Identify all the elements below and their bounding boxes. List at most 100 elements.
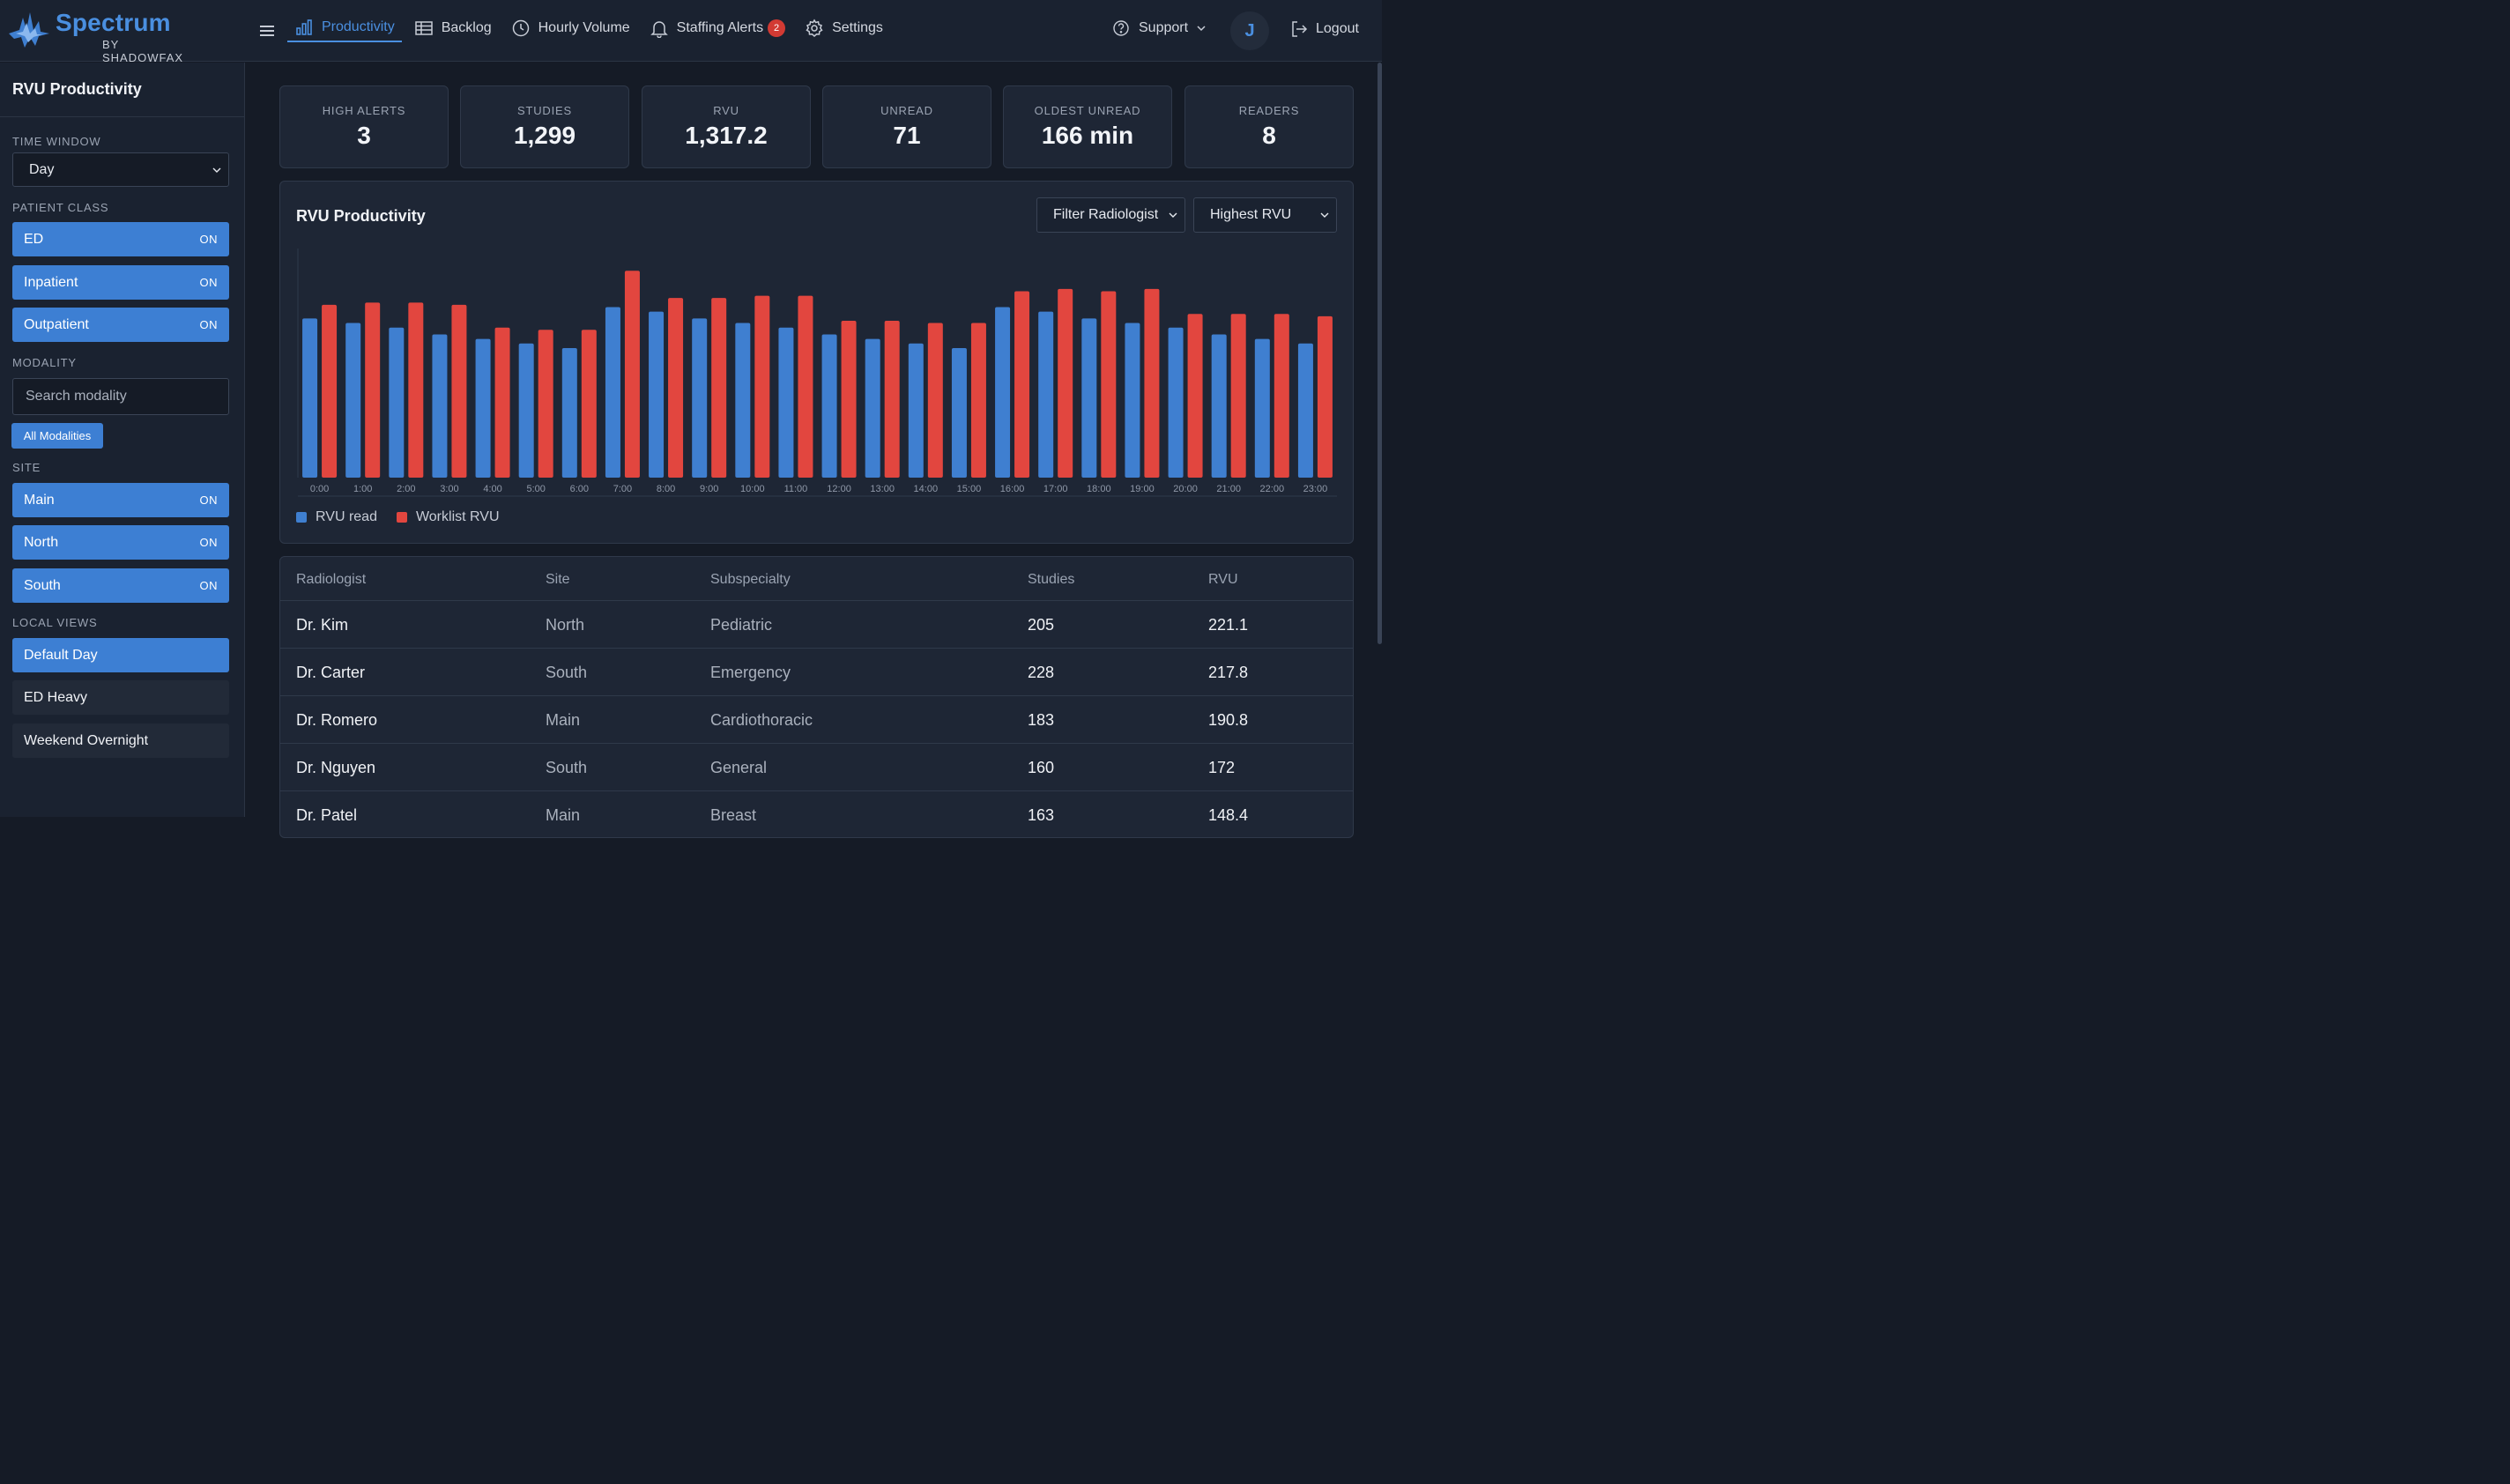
- nav-label: Productivity: [322, 19, 395, 34]
- modality-search-input[interactable]: [12, 378, 229, 415]
- bar-rvu-read[interactable]: [692, 318, 708, 478]
- bar-worklist-rvu[interactable]: [1274, 314, 1289, 478]
- bar-worklist-rvu[interactable]: [451, 304, 467, 478]
- bar-worklist-rvu[interactable]: [884, 320, 900, 478]
- table-row[interactable]: Dr. Kim North Pediatric 205 221.1: [280, 600, 1353, 648]
- cell-site: South: [546, 664, 588, 681]
- bar-worklist-rvu[interactable]: [494, 327, 510, 478]
- bar-worklist-rvu[interactable]: [1101, 291, 1117, 478]
- bar-rvu-read[interactable]: [345, 323, 361, 478]
- bar-worklist-rvu[interactable]: [538, 330, 553, 478]
- x-tick-label: 2:00: [397, 484, 415, 494]
- bar-worklist-rvu[interactable]: [1058, 288, 1073, 478]
- x-tick-label: 8:00: [657, 484, 675, 494]
- bar-rvu-read[interactable]: [649, 311, 665, 478]
- bar-worklist-rvu[interactable]: [1014, 291, 1030, 478]
- bar-rvu-read[interactable]: [1211, 334, 1227, 478]
- bar-rvu-read[interactable]: [821, 334, 837, 478]
- patient-class-outpatient-toggle[interactable]: Outpatient ON: [12, 308, 229, 342]
- bar-rvu-read[interactable]: [605, 307, 620, 479]
- bar-rvu-read[interactable]: [432, 334, 448, 478]
- nav-staffing-alerts[interactable]: Staffing Alerts 2: [642, 14, 792, 42]
- bar-worklist-rvu[interactable]: [841, 320, 857, 478]
- nav-label: Backlog: [441, 20, 492, 35]
- bar-rvu-read[interactable]: [561, 347, 577, 478]
- bar-worklist-rvu[interactable]: [668, 298, 684, 478]
- bar-worklist-rvu[interactable]: [927, 323, 943, 478]
- table-row[interactable]: Dr. Carter South Emergency 228 217.8: [280, 648, 1353, 695]
- time-window-value: Day: [29, 161, 55, 177]
- filter-radiologist-select[interactable]: Filter Radiologist: [1036, 197, 1185, 233]
- all-modalities-chip[interactable]: All Modalities: [11, 423, 103, 449]
- bar-rvu-read[interactable]: [1125, 323, 1140, 478]
- toggle-state: ON: [199, 318, 218, 331]
- bar-worklist-rvu[interactable]: [754, 295, 770, 478]
- header-site[interactable]: Site: [546, 572, 570, 587]
- table-row[interactable]: Dr. Nguyen South General 160 172: [280, 743, 1353, 790]
- bar-rvu-read[interactable]: [1081, 318, 1097, 478]
- nav-hourly-volume[interactable]: Hourly Volume: [504, 14, 637, 42]
- bar-worklist-rvu[interactable]: [1317, 315, 1333, 478]
- patient-class-inpatient-toggle[interactable]: Inpatient ON: [12, 265, 229, 300]
- x-tick-label: 9:00: [700, 484, 718, 494]
- nav-backlog[interactable]: Backlog: [407, 14, 499, 42]
- bar-worklist-rvu[interactable]: [798, 295, 813, 478]
- site-north-toggle[interactable]: North ON: [12, 525, 229, 560]
- bar-rvu-read[interactable]: [865, 338, 880, 478]
- nav-settings[interactable]: Settings: [798, 14, 890, 42]
- sidebar: RVU Productivity TIME WINDOW Day PATIENT…: [0, 63, 245, 817]
- header-rvu[interactable]: RVU: [1208, 572, 1238, 587]
- page-scrollbar[interactable]: [1378, 63, 1382, 644]
- bar-rvu-read[interactable]: [389, 327, 405, 478]
- bar-worklist-rvu[interactable]: [408, 302, 424, 478]
- bar-rvu-read[interactable]: [995, 307, 1011, 479]
- bar-rvu-read[interactable]: [1297, 343, 1313, 478]
- logout-button[interactable]: Logout: [1289, 19, 1359, 39]
- time-window-select[interactable]: Day: [12, 152, 229, 187]
- brand-logo[interactable]: Spectrum BY SHADOWFAX: [9, 9, 203, 64]
- bar-worklist-rvu[interactable]: [1187, 314, 1203, 478]
- cell-subspecialty: Cardiothoracic: [710, 711, 813, 729]
- table-row[interactable]: Dr. Romero Main Cardiothoracic 183 190.8: [280, 695, 1353, 743]
- cell-radiologist: Dr. Romero: [296, 711, 378, 729]
- bar-rvu-read[interactable]: [1168, 327, 1184, 478]
- bar-worklist-rvu[interactable]: [1230, 314, 1246, 478]
- bar-rvu-read[interactable]: [518, 343, 534, 478]
- header-studies[interactable]: Studies: [1028, 572, 1075, 587]
- bar-rvu-read[interactable]: [908, 343, 924, 478]
- user-avatar[interactable]: J: [1230, 11, 1269, 50]
- table-row[interactable]: Dr. Patel Main Breast 163 148.4: [280, 790, 1353, 837]
- view-ed-heavy[interactable]: ED Heavy: [12, 680, 229, 715]
- toggle-label: Main: [24, 492, 55, 508]
- site-south-toggle[interactable]: South ON: [12, 568, 229, 603]
- toggle-label: ED: [24, 231, 44, 247]
- hamburger-menu-icon[interactable]: [256, 19, 278, 42]
- radiologist-table: Radiologist Site Subspecialty Studies RV…: [279, 556, 1354, 838]
- bar-worklist-rvu[interactable]: [1144, 288, 1160, 478]
- nav-productivity[interactable]: Productivity: [287, 14, 402, 42]
- bar-worklist-rvu[interactable]: [711, 298, 727, 478]
- support-menu[interactable]: Support: [1112, 19, 1207, 37]
- bar-worklist-rvu[interactable]: [581, 330, 597, 478]
- bar-rvu-read[interactable]: [778, 327, 794, 478]
- sort-select[interactable]: Highest RVU: [1193, 197, 1337, 233]
- bar-rvu-read[interactable]: [1254, 338, 1270, 478]
- header-subspecialty[interactable]: Subspecialty: [710, 572, 791, 587]
- bar-rvu-read[interactable]: [475, 338, 491, 478]
- bar-worklist-rvu[interactable]: [365, 302, 381, 478]
- bar-worklist-rvu[interactable]: [970, 323, 986, 478]
- bar-rvu-read[interactable]: [951, 347, 967, 478]
- header-radiologist[interactable]: Radiologist: [296, 572, 367, 587]
- bar-worklist-rvu[interactable]: [322, 304, 338, 478]
- bar-rvu-read[interactable]: [1038, 311, 1054, 478]
- view-default-day[interactable]: Default Day: [12, 638, 229, 672]
- bar-rvu-read[interactable]: [735, 323, 751, 478]
- sort-value: Highest RVU: [1210, 207, 1292, 222]
- x-tick-label: 10:00: [740, 484, 765, 494]
- patient-class-ed-toggle[interactable]: ED ON: [12, 222, 229, 256]
- bar-worklist-rvu[interactable]: [624, 271, 640, 478]
- time-window-label: TIME WINDOW: [12, 135, 101, 148]
- view-weekend-overnight[interactable]: Weekend Overnight: [12, 723, 229, 758]
- bar-rvu-read[interactable]: [302, 318, 318, 478]
- site-main-toggle[interactable]: Main ON: [12, 483, 229, 517]
